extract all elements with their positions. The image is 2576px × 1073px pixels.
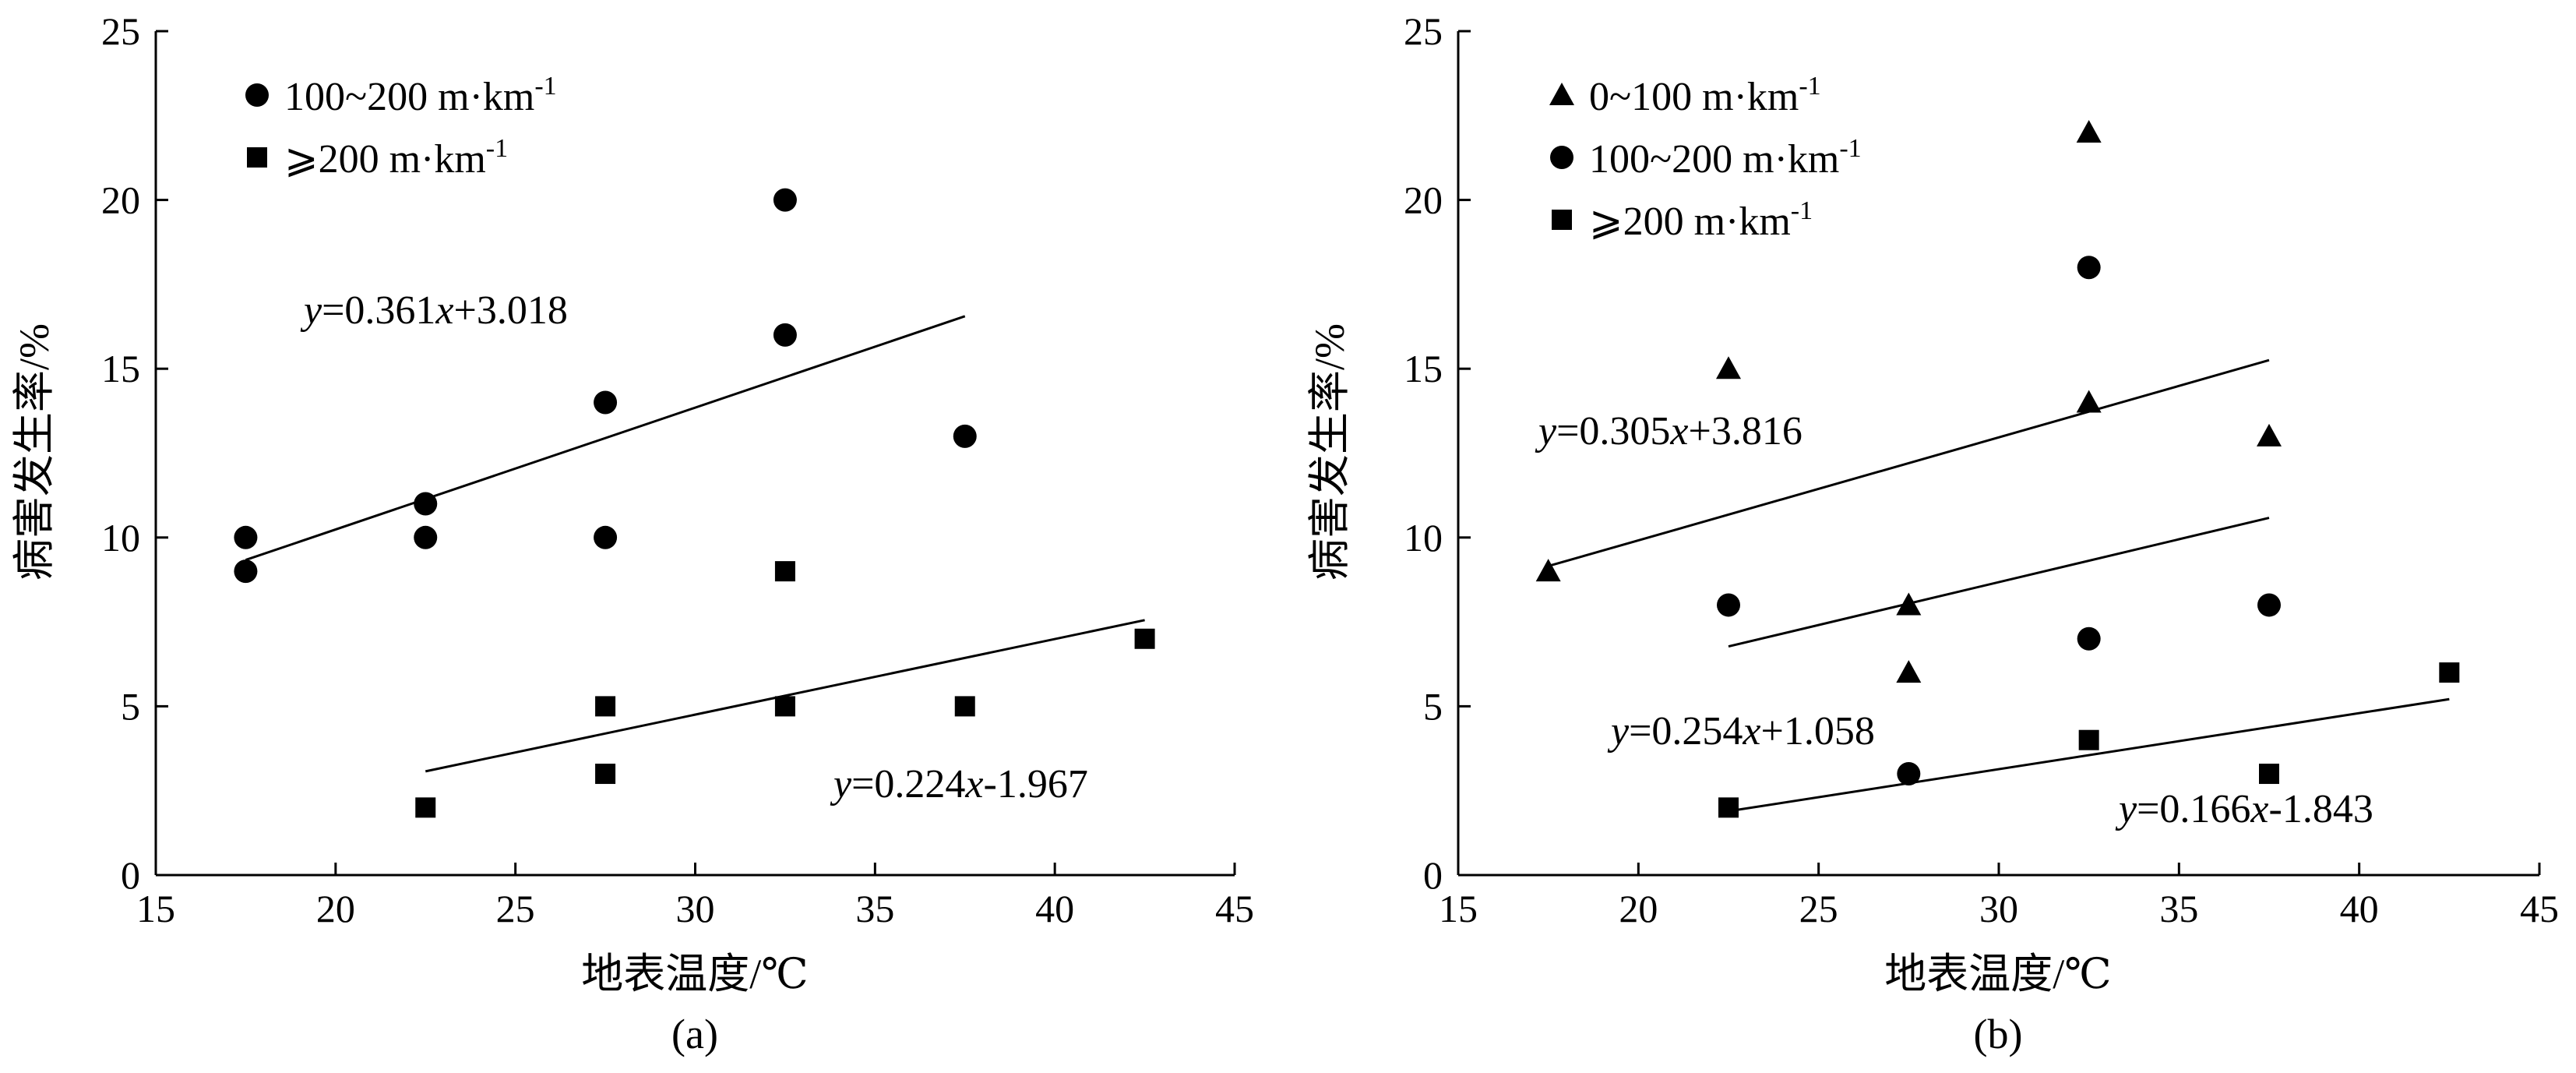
x-axis-title: 地表温度/℃ (1884, 951, 2111, 997)
data-point-circle (2257, 593, 2281, 617)
y-tick-label: 0 (121, 853, 140, 897)
x-tick-label: 35 (855, 887, 894, 930)
data-point-square (595, 764, 616, 785)
panel-a: 15 20 25 30 35 40 45 0 5 10 15 20 25 地表温度/℃ 病害发生率/% (a)… (11, 9, 1254, 1057)
trend-line (1548, 358, 2270, 567)
data-point-triangle (1535, 559, 1561, 582)
panel-b: 15 20 25 30 35 40 45 0 5 10 15 20 25 地表温度/℃ 病害发生率/% (b)… (1306, 9, 2559, 1057)
x-axis-title: 地表温度/℃ (581, 951, 808, 997)
data-point-triangle (2257, 423, 2282, 446)
data-point-square (774, 561, 795, 582)
data-point-square (595, 696, 616, 717)
panel-label: (b) (1974, 1011, 2023, 1057)
x-tick-label: 25 (1799, 887, 1838, 930)
legend-triangle-icon (1549, 83, 1574, 105)
regression-equation: y=0.361x+3.018 (300, 288, 568, 333)
data-point-circle (234, 525, 258, 549)
legend-square-icon (247, 147, 267, 168)
legend-label: 100~200 m·km-1 (284, 72, 557, 119)
legend-label: 0~100 m·km-1 (1589, 72, 1821, 119)
data-point-square (415, 797, 436, 818)
y-tick-label: 0 (1423, 853, 1443, 897)
y-tick-label: 5 (121, 684, 140, 728)
y-tick-label: 25 (1404, 9, 1443, 53)
data-point-triangle (1896, 660, 1922, 683)
data-point-triangle (2076, 119, 2102, 143)
y-tick-label: 20 (1404, 178, 1443, 222)
x-tick-label: 20 (1619, 887, 1658, 930)
y-tick-label: 5 (1423, 684, 1443, 728)
data-point-circle (773, 188, 797, 212)
trend-line (245, 315, 966, 562)
x-tick-label: 45 (2520, 887, 2559, 930)
data-point-square (2078, 729, 2099, 750)
x-tick-label: 40 (1035, 887, 1074, 930)
y-axis-title: 病害发生率/% (1306, 323, 1353, 581)
regression-equation: y=0.305x+3.816 (1535, 409, 1802, 454)
data-point-triangle (1716, 356, 1741, 379)
data-point-circle (2077, 256, 2101, 280)
legend-label: 100~200 m·km-1 (1589, 134, 1862, 182)
y-axis-title: 病害发生率/% (11, 323, 58, 581)
regression-equation: y=0.254x+1.058 (1607, 709, 1875, 754)
panel-label: (a) (671, 1011, 718, 1057)
data-point-square (2259, 764, 2279, 785)
legend-circle-icon (1550, 146, 1573, 169)
data-point-triangle (2076, 390, 2102, 413)
y-tick-label: 25 (101, 9, 140, 53)
trend-line (1728, 517, 2270, 648)
data-point-square (1134, 628, 1155, 649)
data-point-circle (594, 525, 618, 549)
regression-equation: y=0.224x-1.967 (830, 762, 1088, 807)
legend-square-icon (1552, 210, 1572, 230)
data-point-circle (953, 424, 977, 448)
x-tick-label: 15 (136, 887, 175, 930)
y-tick-label: 10 (101, 516, 140, 559)
legend-circle-icon (245, 83, 269, 107)
x-tick-label: 45 (1215, 887, 1254, 930)
y-tick-label: 15 (101, 347, 140, 390)
data-point-square (2439, 662, 2460, 683)
data-point-square (954, 696, 975, 717)
x-tick-label: 20 (316, 887, 355, 930)
data-point-circle (594, 390, 618, 415)
legend-label: ⩾200 m·km-1 (284, 134, 508, 182)
trend-line (425, 619, 1145, 773)
x-tick-label: 35 (2159, 887, 2198, 930)
data-point-circle (234, 559, 258, 584)
data-point-circle (414, 492, 438, 516)
data-point-square (1718, 797, 1739, 818)
y-tick-label: 10 (1404, 516, 1443, 559)
x-tick-label: 40 (2340, 887, 2379, 930)
data-point-square (774, 696, 795, 717)
x-tick-label: 15 (1439, 887, 1478, 930)
x-tick-label: 30 (676, 887, 715, 930)
data-point-circle (1717, 593, 1740, 617)
legend-label: ⩾200 m·km-1 (1589, 196, 1813, 244)
data-point-circle (1897, 762, 1921, 786)
trend-line (1728, 697, 2450, 813)
data-point-circle (773, 323, 797, 347)
y-tick-label: 15 (1404, 347, 1443, 390)
regression-equation: y=0.166x-1.843 (2115, 787, 2373, 831)
y-tick-label: 20 (101, 178, 140, 222)
data-point-circle (414, 525, 438, 549)
x-tick-label: 30 (1979, 887, 2018, 930)
data-point-circle (2077, 627, 2101, 651)
x-tick-label: 25 (496, 887, 535, 930)
